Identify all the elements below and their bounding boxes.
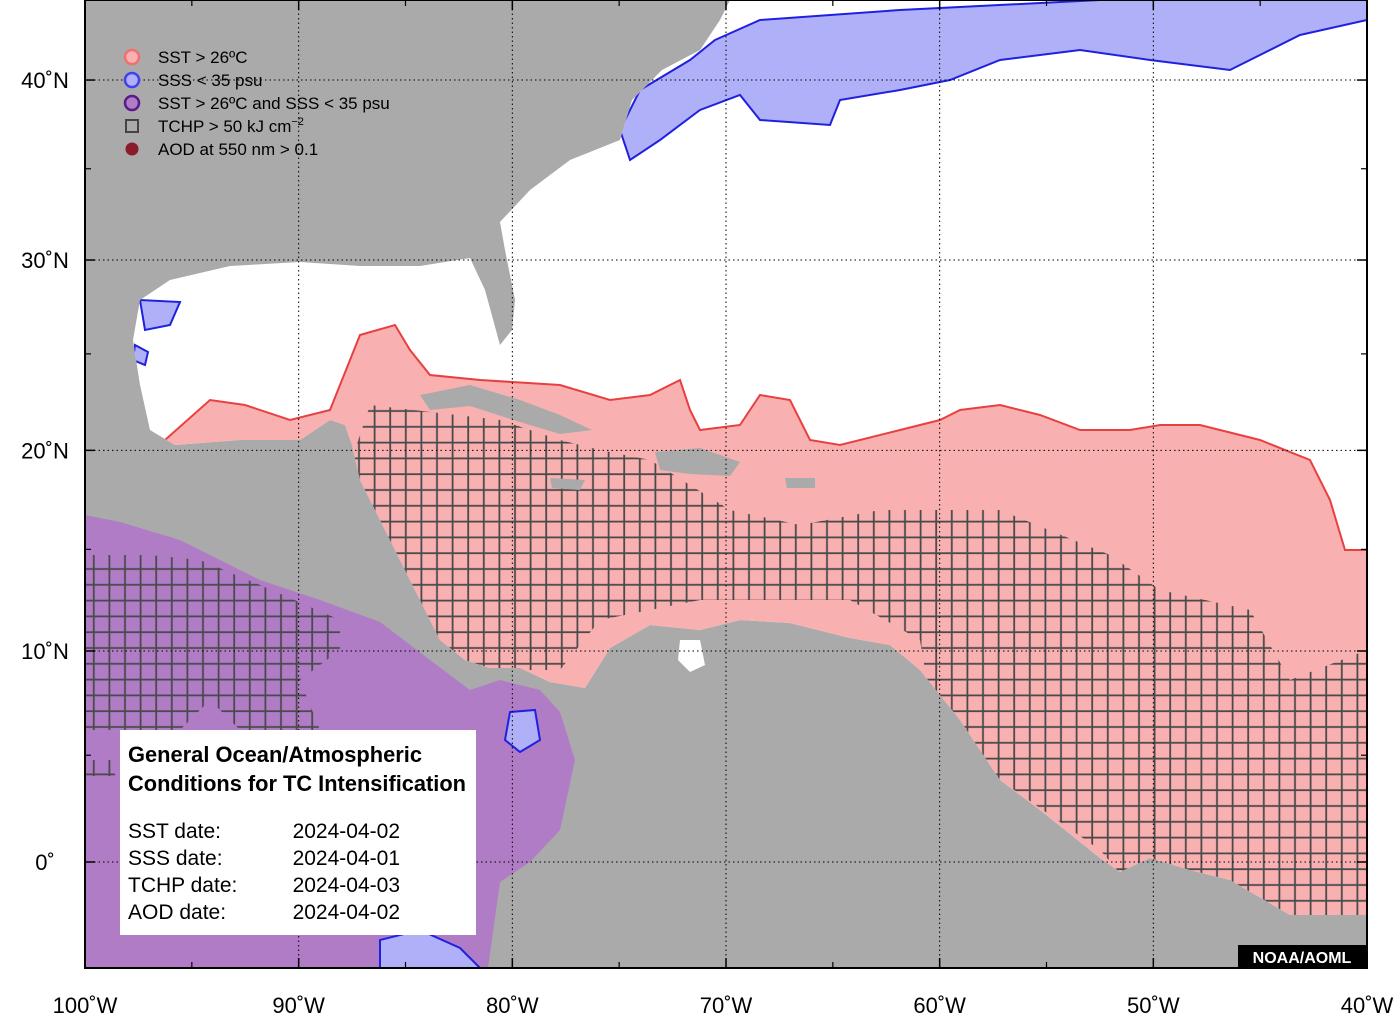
tchp-region xyxy=(85,555,340,730)
legend-swatch xyxy=(125,119,139,133)
x-tick-label: 50˚W xyxy=(1127,993,1180,1018)
legend-label: SSS < 35 psu xyxy=(158,71,262,90)
legend-label-text: TCHP > 50 kJ cm xyxy=(158,117,291,136)
legend: SST > 26ºC SSS < 35 psu SST > 26ºC and S… xyxy=(123,48,390,159)
y-tick-label: 40˚N xyxy=(21,68,69,93)
tchp-region xyxy=(85,760,115,776)
info-box-background xyxy=(120,730,476,935)
sss-region xyxy=(618,0,1367,162)
date-label: SST date: xyxy=(128,820,221,843)
legend-swatch xyxy=(123,71,141,89)
legend-label: AOD at 550 nm > 0.1 xyxy=(158,140,318,159)
tchp-region xyxy=(330,405,1367,915)
date-value: 2024-04-02 xyxy=(293,901,400,924)
legend-swatch xyxy=(123,94,141,112)
y-tick-label: 10˚N xyxy=(21,639,69,664)
y-tick-label: 0˚ xyxy=(35,850,55,875)
date-value: 2024-04-02 xyxy=(293,820,400,843)
info-title: Conditions for TC Intensification xyxy=(128,771,466,796)
sss-region xyxy=(503,708,542,754)
x-tick-label: 70˚W xyxy=(700,993,753,1018)
x-tick-label: 80˚W xyxy=(486,993,539,1018)
date-label: SSS date: xyxy=(128,847,223,870)
x-tick-label: 40˚W xyxy=(1341,993,1394,1018)
date-value: 2024-04-03 xyxy=(293,874,400,897)
legend-label: SST > 26ºC xyxy=(158,48,248,67)
credit: NOAA/AOML xyxy=(1253,950,1352,967)
legend-label: TCHP > 50 kJ cm−2 xyxy=(158,116,304,136)
island xyxy=(420,385,592,434)
x-tick-label: 90˚W xyxy=(272,993,325,1018)
info-box: General Ocean/Atmospheric Conditions for… xyxy=(120,730,476,935)
sss-region xyxy=(138,298,182,332)
island xyxy=(550,478,585,490)
x-tick-label: 60˚W xyxy=(913,993,966,1018)
y-tick-label: 30˚N xyxy=(21,248,69,273)
island xyxy=(785,478,815,488)
date-value: 2024-04-01 xyxy=(293,847,400,870)
date-label: AOD date: xyxy=(128,901,226,924)
x-tick-label: 100˚W xyxy=(53,993,118,1018)
legend-swatch xyxy=(125,142,139,156)
island xyxy=(655,448,740,476)
credit-background xyxy=(1238,945,1367,968)
legend-swatch xyxy=(123,48,141,66)
lake xyxy=(678,640,705,672)
info-title: General Ocean/Atmospheric xyxy=(128,742,422,767)
date-label: TCHP date: xyxy=(128,874,237,897)
y-tick-label: 20˚N xyxy=(21,438,69,463)
legend-label: SST > 26ºC and SSS < 35 psu xyxy=(158,94,390,113)
legend-label-superscript: −2 xyxy=(291,116,304,128)
